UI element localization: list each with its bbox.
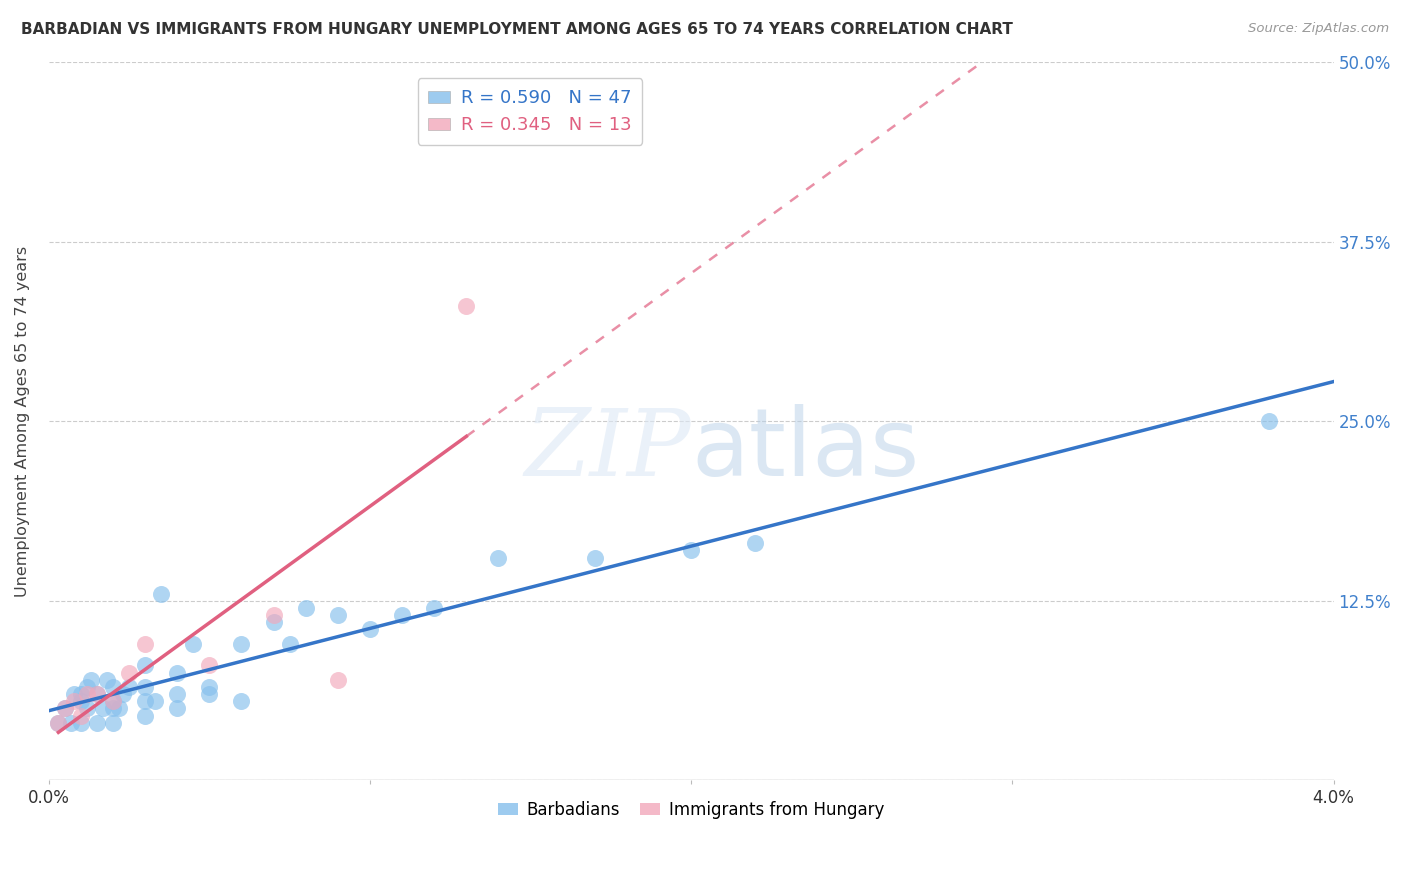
Point <box>76 687 98 701</box>
Point <box>231 637 253 651</box>
Point <box>48 715 70 730</box>
Point <box>134 637 156 651</box>
Point <box>198 687 221 701</box>
Point <box>86 715 108 730</box>
Point <box>48 715 70 730</box>
Point <box>70 687 93 701</box>
Point <box>134 708 156 723</box>
Point <box>93 701 115 715</box>
Point <box>359 623 381 637</box>
Point <box>294 601 316 615</box>
Point <box>326 608 349 623</box>
Point <box>326 673 349 687</box>
Point <box>118 680 141 694</box>
Point <box>134 694 156 708</box>
Point <box>63 694 86 708</box>
Point <box>108 701 131 715</box>
Point <box>150 586 173 600</box>
Y-axis label: Unemployment Among Ages 65 to 74 years: Unemployment Among Ages 65 to 74 years <box>15 245 30 597</box>
Point <box>263 615 285 630</box>
Point <box>101 694 124 708</box>
Text: BARBADIAN VS IMMIGRANTS FROM HUNGARY UNEMPLOYMENT AMONG AGES 65 TO 74 YEARS CORR: BARBADIAN VS IMMIGRANTS FROM HUNGARY UNE… <box>21 22 1012 37</box>
Point <box>101 715 124 730</box>
Point <box>70 694 93 708</box>
Point <box>166 665 188 680</box>
Text: Source: ZipAtlas.com: Source: ZipAtlas.com <box>1249 22 1389 36</box>
Legend: Barbadians, Immigrants from Hungary: Barbadians, Immigrants from Hungary <box>492 795 890 826</box>
Point <box>166 701 188 715</box>
Point <box>53 701 76 715</box>
Text: ZIP: ZIP <box>524 405 692 495</box>
Point <box>198 680 221 694</box>
Point <box>744 536 766 550</box>
Point <box>198 658 221 673</box>
Text: atlas: atlas <box>692 404 920 496</box>
Point <box>86 687 108 701</box>
Point <box>1258 414 1281 428</box>
Point <box>231 694 253 708</box>
Point <box>263 608 285 623</box>
Point <box>181 637 204 651</box>
Point <box>70 715 93 730</box>
Point <box>486 550 509 565</box>
Point <box>143 694 166 708</box>
Point <box>134 680 156 694</box>
Point <box>391 608 413 623</box>
Point <box>63 687 86 701</box>
Point <box>60 715 83 730</box>
Point <box>583 550 606 565</box>
Point <box>101 680 124 694</box>
Point <box>111 687 134 701</box>
Point <box>76 680 98 694</box>
Point <box>96 673 118 687</box>
Point <box>101 694 124 708</box>
Point <box>86 687 108 701</box>
Point <box>76 701 98 715</box>
Point <box>166 687 188 701</box>
Point <box>70 708 93 723</box>
Point <box>134 658 156 673</box>
Point <box>681 543 703 558</box>
Point <box>53 701 76 715</box>
Point <box>278 637 301 651</box>
Point <box>101 701 124 715</box>
Point <box>118 665 141 680</box>
Point <box>423 601 446 615</box>
Point <box>79 673 101 687</box>
Point <box>456 299 478 313</box>
